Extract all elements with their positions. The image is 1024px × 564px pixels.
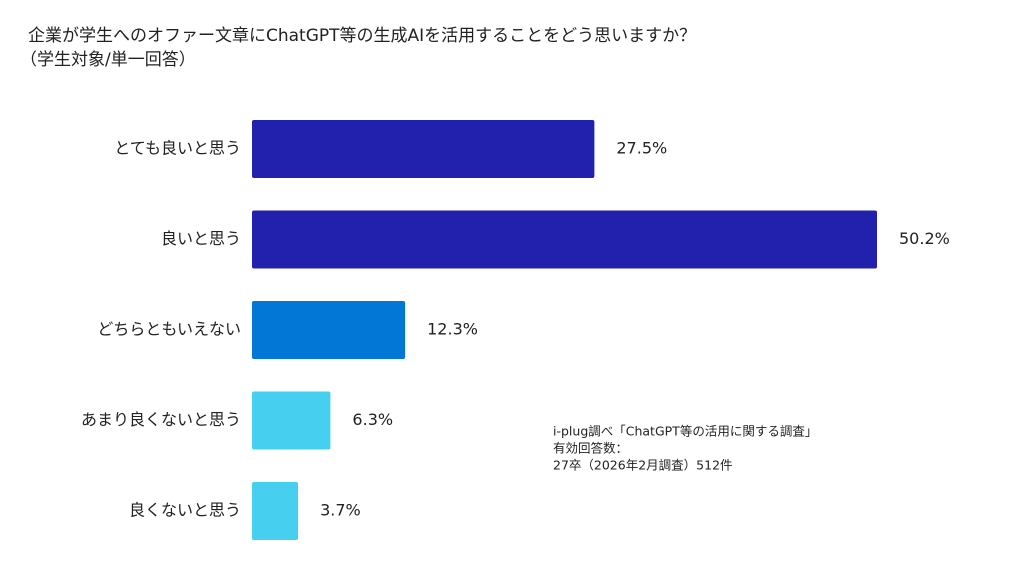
bar	[252, 391, 331, 450]
bar	[252, 482, 299, 540]
bar	[252, 120, 595, 178]
annotation: i-plug調べ「ChatGPT等の活用に関する調査」	[553, 424, 817, 439]
category-label: 良いと思う	[161, 229, 241, 248]
annotation: 27卒（2026年2月調査）512件	[553, 458, 733, 473]
bar	[252, 301, 406, 359]
category-label: どちらともいえない	[97, 320, 241, 339]
value-label: 27.5%	[616, 139, 667, 158]
bar	[252, 210, 877, 269]
chart-title: 企業が学生へのオファー文章にChatGPT等の生成AIを活用することをどう思いま…	[28, 26, 696, 46]
chart-subtitle: （学生対象/単一回答）	[20, 50, 196, 70]
annotation: 有効回答数：	[553, 441, 628, 456]
value-label: 50.2%	[899, 229, 950, 248]
category-label: 良くないと思う	[129, 501, 241, 520]
category-label: あまり良くないと思う	[81, 410, 241, 429]
value-label: 3.7%	[320, 501, 361, 520]
category-label: とても良いと思う	[114, 139, 241, 158]
value-label: 6.3%	[352, 410, 393, 429]
value-label: 12.3%	[427, 320, 478, 339]
